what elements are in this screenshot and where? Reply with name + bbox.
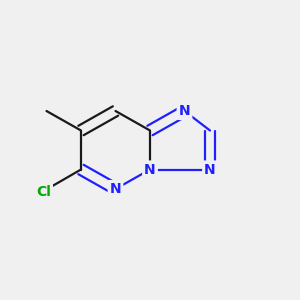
Text: N: N [144, 163, 156, 176]
Text: Cl: Cl [36, 185, 51, 199]
Text: N: N [179, 104, 190, 118]
Text: N: N [204, 163, 216, 176]
Text: N: N [110, 182, 121, 196]
